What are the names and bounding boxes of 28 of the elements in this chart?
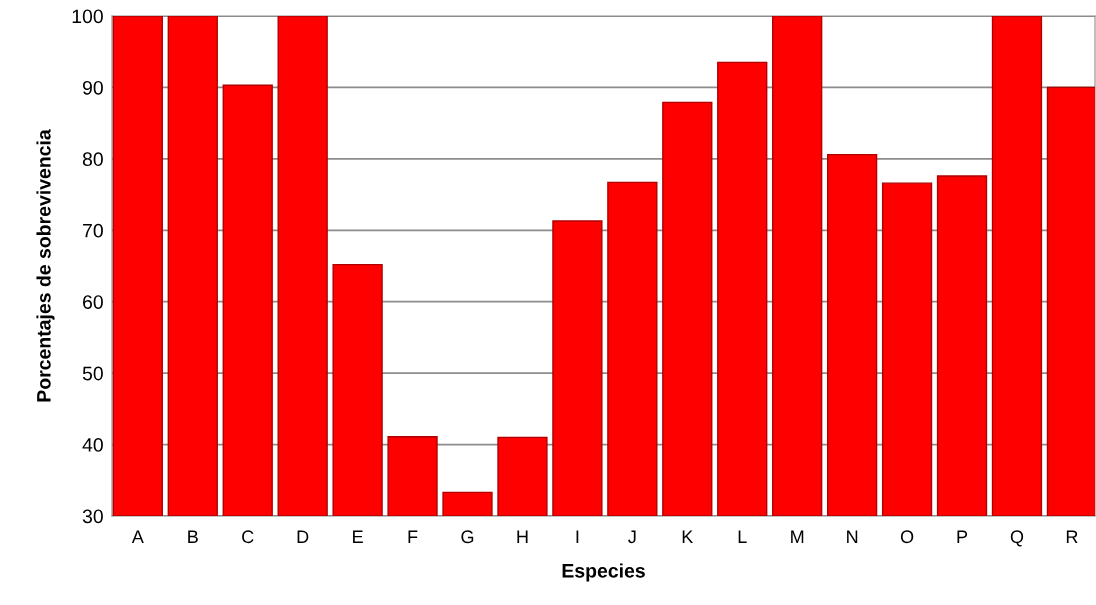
y-tick-label: 50 bbox=[82, 366, 103, 381]
x-axis-title: Especies bbox=[562, 563, 645, 582]
y-tick-label: 100 bbox=[72, 9, 103, 24]
x-tick-label: E bbox=[353, 530, 363, 543]
x-tick-label: G bbox=[461, 530, 474, 544]
y-tick-label: 90 bbox=[82, 80, 103, 95]
x-tick-label: K bbox=[682, 530, 694, 543]
y-tick-label: 80 bbox=[82, 152, 103, 167]
x-tick-label: C bbox=[242, 530, 254, 544]
x-tick-label: R bbox=[1066, 530, 1078, 543]
x-tick-label: F bbox=[408, 530, 418, 543]
x-tick-label: J bbox=[628, 530, 636, 544]
x-tick-label: P bbox=[957, 530, 968, 543]
y-tick-label: 70 bbox=[83, 223, 103, 238]
y-tick-label: 40 bbox=[82, 438, 103, 452]
x-tick-label: M bbox=[791, 530, 804, 543]
x-tick-label: D bbox=[297, 530, 309, 543]
y-tick-label: 60 bbox=[83, 295, 103, 309]
x-tick-label: I bbox=[576, 530, 579, 543]
y-tick-label: 30 bbox=[82, 509, 103, 524]
x-tick-label: B bbox=[188, 530, 198, 543]
x-tick-label: L bbox=[738, 530, 747, 543]
x-tick-label: O bbox=[900, 530, 914, 544]
x-tick-label: H bbox=[517, 530, 528, 543]
y-axis-title: Porcentajes de sobrevivencia bbox=[36, 129, 55, 402]
x-tick-label: N bbox=[847, 530, 858, 543]
x-tick-label: A bbox=[131, 530, 144, 543]
x-tick-label: Q bbox=[1010, 530, 1024, 547]
